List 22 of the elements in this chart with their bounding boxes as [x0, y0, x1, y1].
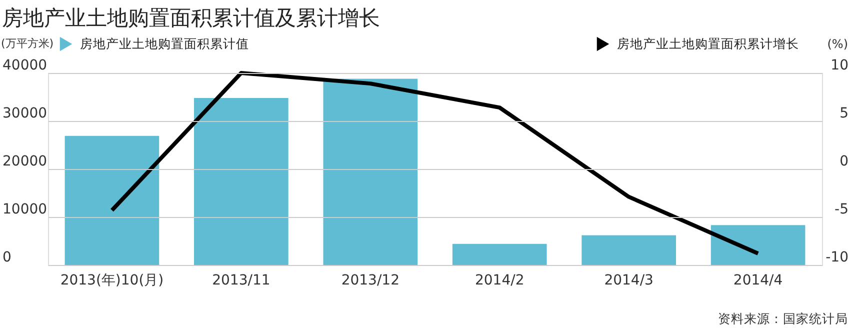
- y2-tick-label: 5: [840, 106, 848, 122]
- x-tick-label: 2014/3: [604, 272, 654, 288]
- y-tick-label: 40000: [2, 58, 48, 74]
- y-axis-title: (万平方米): [1, 37, 54, 50]
- x-tick-label: 2014/2: [474, 272, 524, 288]
- y-tick-label: 0: [2, 250, 12, 266]
- y2-tick-label: 0: [840, 154, 848, 170]
- y-tick-label: 30000: [2, 106, 48, 122]
- y-tick-label: 10000: [2, 202, 48, 218]
- x-tick-label: 2013/12: [341, 272, 400, 288]
- x-tick-label: 2013(年)10(月): [60, 272, 164, 288]
- y2-tick-label: -10: [826, 250, 848, 266]
- x-tick-label: 2013/11: [212, 272, 270, 288]
- y2-tick-label: 10: [830, 58, 848, 74]
- chart-title: 房地产业土地购置面积累计值及累计增长: [2, 6, 380, 30]
- legend-label: 房地产业土地购置面积累计值: [80, 36, 249, 51]
- x-tick-label: 2014/4: [733, 272, 783, 288]
- y-tick-label: 20000: [2, 154, 48, 170]
- text: 资料来源：国家统计局: [718, 311, 848, 326]
- legend-label: 房地产业土地购置面积累计增长: [617, 36, 799, 51]
- y2-tick-label: -5: [834, 202, 848, 218]
- y2-axis-title: (%): [827, 37, 848, 51]
